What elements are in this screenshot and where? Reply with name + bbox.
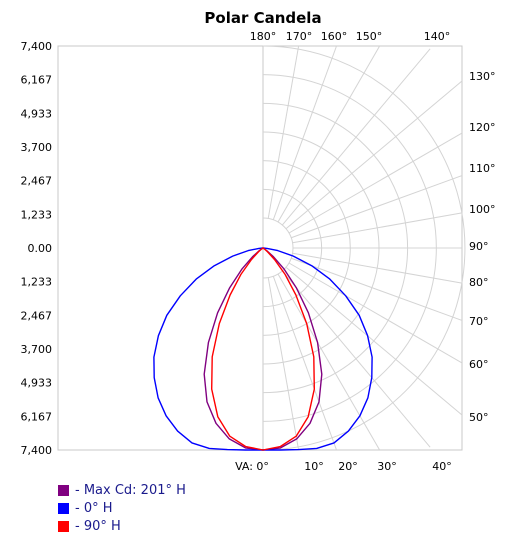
grid-spoke xyxy=(277,273,381,451)
grid-spoke xyxy=(288,132,463,234)
legend-item-max-cd: - Max Cd: 201° H xyxy=(58,482,186,498)
grid-spoke xyxy=(281,270,431,448)
top-angle-label: 180° xyxy=(250,30,277,43)
legend-label-90h: - 90° H xyxy=(75,518,121,534)
grid-spoke xyxy=(285,266,463,416)
grid-ring xyxy=(262,45,466,451)
bottom-angle-label: 30° xyxy=(377,460,397,473)
bottom-angle-label: VA: 0° xyxy=(235,460,269,473)
grid-spoke xyxy=(277,45,381,223)
legend-swatch-0h xyxy=(58,502,69,514)
chart-title: Polar Candela xyxy=(204,9,321,27)
y-tick-label: 1,233 xyxy=(21,276,53,289)
y-tick-label: 6,167 xyxy=(21,410,53,423)
right-angle-label: 100° xyxy=(469,203,496,216)
top-angle-label: 150° xyxy=(356,30,383,43)
y-tick-label: 6,167 xyxy=(21,74,53,87)
right-angle-label: 60° xyxy=(469,358,489,371)
y-tick-label: 4,933 xyxy=(21,377,53,390)
grid-spoke xyxy=(267,45,300,219)
legend-label-0h: - 0° H xyxy=(75,500,113,516)
right-angle-label: 130° xyxy=(469,70,496,83)
bottom-angle-label: 40° xyxy=(432,460,452,473)
legend-swatch-90h xyxy=(58,520,69,532)
grid-ring xyxy=(262,217,294,279)
candela-curves xyxy=(153,247,373,451)
grid-spoke xyxy=(272,45,337,220)
y-tick-label: 7,400 xyxy=(21,40,53,53)
legend-item-90h: - 90° H xyxy=(58,518,186,534)
right-angle-label: 110° xyxy=(469,162,496,175)
y-tick-label: 2,467 xyxy=(21,175,53,188)
legend-swatch-max-cd xyxy=(58,484,69,496)
grid-spoke xyxy=(291,257,463,321)
y-tick-label: 2,467 xyxy=(21,309,53,322)
right-angle-label: 50° xyxy=(469,411,489,424)
y-tick-label: 4,933 xyxy=(21,107,53,120)
y-tick-label: 3,700 xyxy=(21,343,53,356)
curve-series-2 xyxy=(211,247,315,451)
grid-spoke xyxy=(281,48,431,226)
y-tick-label: 1,233 xyxy=(21,208,53,221)
y-tick-label: 7,400 xyxy=(21,444,53,457)
y-tick-label: 0.00 xyxy=(28,242,53,255)
right-angle-label: 120° xyxy=(469,121,496,134)
grid-spoke xyxy=(291,175,463,239)
grid-spoke xyxy=(285,80,463,230)
y-tick-label: 3,700 xyxy=(21,141,53,154)
grid-spoke xyxy=(292,212,463,244)
polar-grid xyxy=(57,45,466,451)
right-angle-label: 80° xyxy=(469,276,489,289)
right-angle-label: 70° xyxy=(469,315,489,328)
top-angle-label: 170° xyxy=(286,30,313,43)
top-angle-label: 160° xyxy=(321,30,348,43)
bottom-angle-label: 20° xyxy=(338,460,358,473)
legend-item-0h: - 0° H xyxy=(58,500,186,516)
axis-labels: 7,400 6,167 4,933 3,700 2,467 1,233 0.00 1,233 2… xyxy=(21,30,496,473)
right-angle-label: 90° xyxy=(469,240,489,253)
grid-spoke xyxy=(272,276,337,451)
bottom-angle-label: 10° xyxy=(304,460,324,473)
legend: - Max Cd: 201° H - 0° H - 90° H xyxy=(58,482,186,536)
grid-spoke xyxy=(292,252,463,284)
top-angle-label: 140° xyxy=(424,30,451,43)
legend-label-max-cd: - Max Cd: 201° H xyxy=(75,482,186,498)
grid-spoke xyxy=(267,277,300,451)
grid-spoke xyxy=(288,262,463,364)
